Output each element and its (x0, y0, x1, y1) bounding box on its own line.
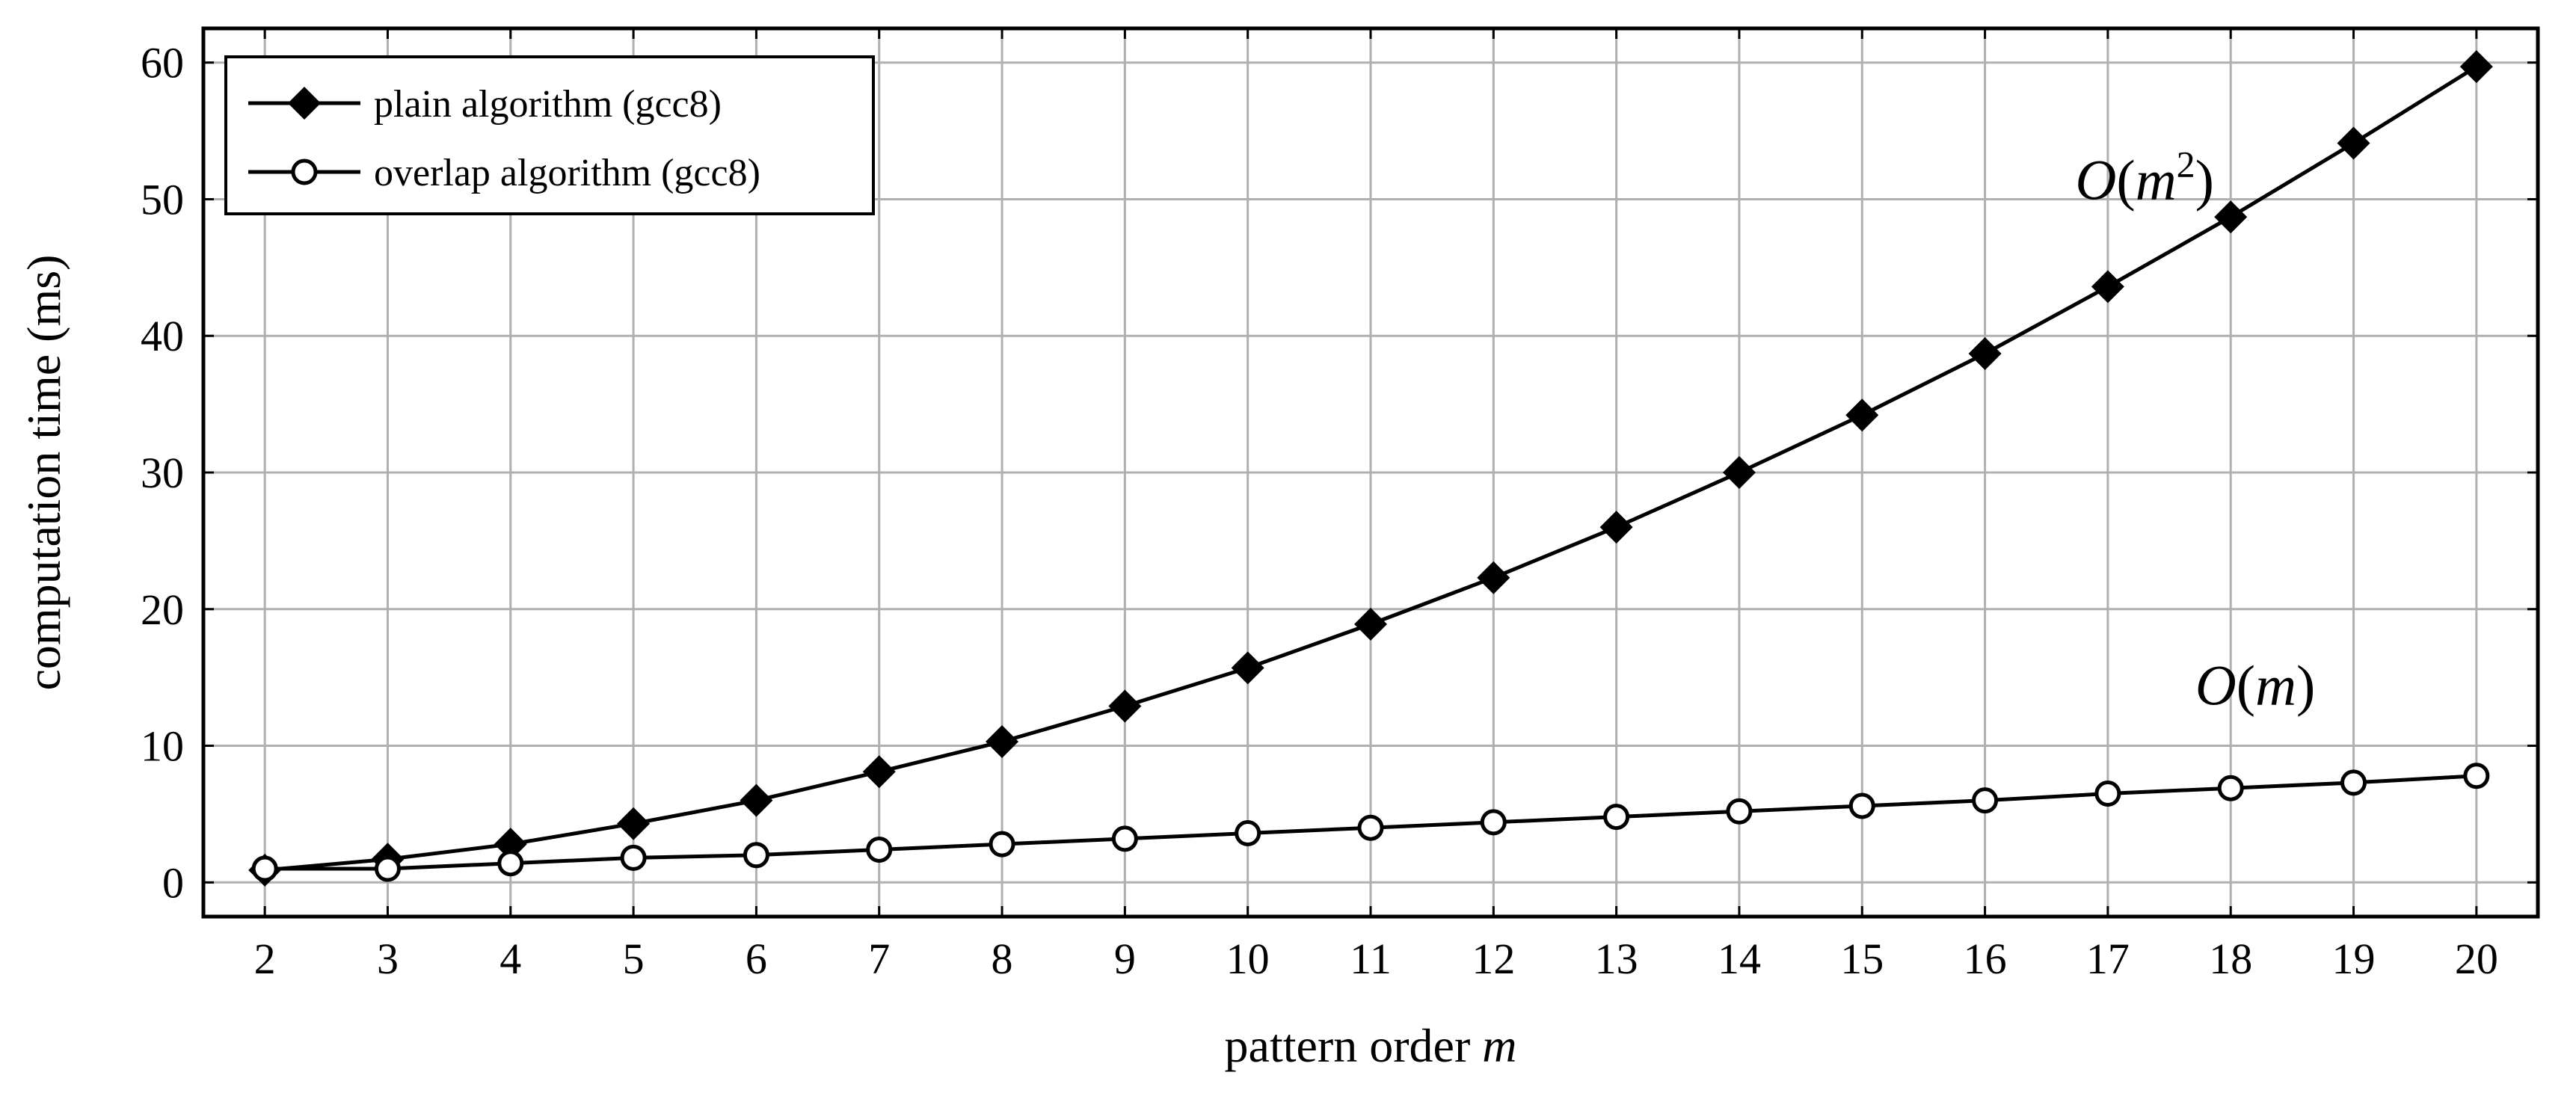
data-point-diamond (862, 755, 896, 789)
data-point-circle (1480, 809, 1507, 836)
data-point-circle (497, 850, 524, 877)
data-point-circle (1235, 820, 1261, 847)
data-point-circle (251, 855, 278, 882)
x-tick-label: 2 (254, 935, 276, 983)
x-tick-label: 6 (746, 935, 767, 983)
legend-box (224, 55, 875, 215)
x-tick-label: 9 (1114, 935, 1136, 983)
legend-marker-overlap-circle-icon (291, 158, 318, 185)
data-point-diamond (1845, 398, 1879, 432)
x-tick-label: 5 (623, 935, 645, 983)
data-point-diamond (1354, 607, 1387, 641)
x-tick-label: 15 (1840, 935, 1884, 983)
x-tick-label: 7 (868, 935, 890, 983)
x-tick-label: 8 (992, 935, 1013, 983)
data-point-circle (1603, 804, 1630, 831)
data-point-diamond (617, 807, 651, 840)
x-tick-label: 14 (1718, 935, 1761, 983)
y-tick-label: 60 (141, 39, 184, 87)
y-tick-label: 10 (141, 722, 184, 771)
x-axis-label: pattern order m (1225, 1019, 1517, 1072)
series-overlap (251, 763, 2490, 882)
data-point-diamond (1477, 561, 1510, 594)
data-point-circle (2340, 769, 2367, 796)
data-point-diamond (740, 783, 773, 817)
y-axis-label: computation time (ms) (17, 255, 70, 691)
annotations: O(m2) O(m) (2075, 143, 2315, 717)
x-tick-label: 3 (377, 935, 399, 983)
x-tick-label: 12 (1472, 935, 1515, 983)
data-point-diamond (2337, 126, 2370, 160)
x-tick-label: 19 (2332, 935, 2376, 983)
data-point-circle (989, 831, 1015, 858)
x-tick-label: 20 (2455, 935, 2498, 983)
data-point-circle (1972, 787, 1999, 814)
data-point-diamond (2091, 270, 2124, 304)
x-tick-label: 16 (1964, 935, 2007, 983)
y-tick-label: 20 (141, 585, 184, 634)
legend-label-plain: plain algorithm (gcc8) (374, 83, 722, 126)
data-point-diamond (494, 828, 527, 861)
x-tick-label: 10 (1226, 935, 1270, 983)
data-point-diamond (1722, 456, 1756, 489)
data-point-diamond (2459, 50, 2493, 84)
data-point-diamond (1599, 511, 1633, 544)
data-point-circle (1848, 792, 1875, 819)
data-point-diamond (2214, 200, 2248, 234)
legend-label-overlap: overlap algorithm (gcc8) (374, 152, 760, 194)
series-layer (248, 50, 2493, 887)
data-point-circle (2094, 781, 2121, 807)
annotation-label: O(m2) (2075, 143, 2213, 212)
data-point-diamond (1968, 336, 2002, 370)
data-point-circle (1111, 825, 1138, 852)
x-tick-label: 11 (1350, 935, 1392, 983)
data-point-circle (620, 844, 647, 871)
data-point-diamond (986, 725, 1019, 759)
x-axis-label-variable: m (1482, 1019, 1516, 1072)
data-point-circle (1726, 798, 1753, 825)
data-point-diamond (1231, 651, 1264, 685)
x-tick-label: 17 (2086, 935, 2130, 983)
axis-ticks: 2 3 4 5 6 7 8 9 10 11 12 13 14 15 16 17 18 19 20 0 10 20 30 40 5… (141, 28, 2538, 983)
data-point-circle (374, 855, 401, 882)
x-tick-label: 4 (499, 935, 521, 983)
legend-marker-plain-diamond-icon (288, 87, 321, 120)
data-point-circle (2217, 775, 2244, 801)
data-point-diamond (1108, 689, 1142, 723)
annotation-label: O(m) (2195, 655, 2315, 718)
x-tick-label: 18 (2209, 935, 2252, 983)
x-axis-label-space (1470, 1019, 1482, 1072)
y-tick-label: 40 (141, 312, 184, 360)
data-point-circle (1357, 814, 1384, 841)
legend: plain algorithm (gcc8) overlap algorithm… (224, 55, 875, 215)
y-tick-label: 30 (141, 449, 184, 497)
x-axis-label-text: pattern order (1225, 1019, 1471, 1072)
y-tick-label: 50 (141, 175, 184, 224)
data-point-circle (866, 836, 893, 863)
x-tick-label: 13 (1595, 935, 1638, 983)
data-point-circle (2463, 763, 2490, 789)
data-point-circle (743, 842, 769, 869)
y-tick-label: 0 (162, 858, 184, 907)
